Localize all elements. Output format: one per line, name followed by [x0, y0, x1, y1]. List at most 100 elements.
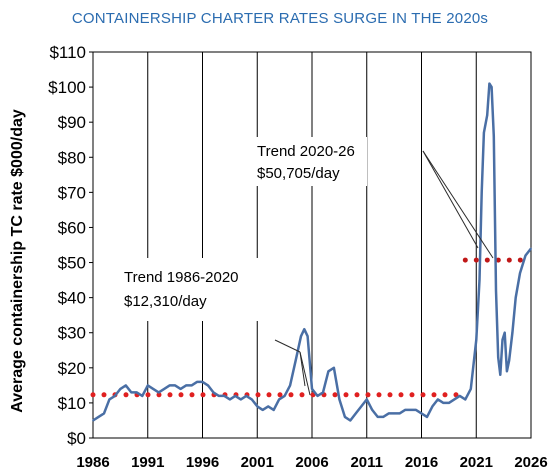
y-tick-label: $90	[58, 113, 86, 132]
data-point	[97, 416, 100, 418]
data-point	[157, 391, 160, 394]
data-point	[174, 384, 177, 387]
data-point	[453, 398, 456, 401]
data-point	[228, 398, 231, 401]
data-point	[475, 338, 478, 341]
x-tick-label: 2026	[514, 454, 547, 471]
data-point	[114, 394, 116, 397]
data-point	[426, 416, 428, 418]
data-point	[447, 402, 450, 404]
data-point	[371, 409, 374, 411]
annotation-value: $12,310/day	[124, 293, 207, 310]
data-point	[179, 387, 182, 390]
data-point	[483, 131, 485, 134]
data-point	[333, 366, 335, 369]
data-point	[306, 335, 309, 338]
data-point	[322, 391, 324, 394]
data-point	[464, 398, 467, 401]
x-tick-label: 1996	[186, 454, 219, 471]
y-tick-label: $30	[58, 324, 86, 343]
x-tick-label: 1991	[131, 454, 164, 471]
data-point	[506, 370, 508, 373]
data-point	[420, 412, 423, 415]
data-point	[289, 384, 291, 387]
data-point	[234, 394, 237, 397]
data-point	[185, 384, 187, 387]
data-point	[530, 247, 532, 250]
data-point	[442, 402, 445, 404]
data-point	[311, 387, 313, 390]
x-tick-label: 2006	[295, 454, 328, 471]
x-tick-label: 1986	[76, 454, 109, 471]
annotation-pointer	[422, 150, 479, 249]
data-point	[349, 419, 352, 422]
data-point	[437, 398, 439, 401]
data-point	[207, 384, 209, 387]
annotation-title: Trend 2020-26	[257, 143, 355, 160]
data-point	[524, 254, 527, 257]
annotation-pointer	[274, 339, 301, 353]
data-point	[130, 391, 133, 394]
data-point	[404, 409, 406, 411]
data-point	[497, 356, 500, 359]
x-tick-label: 2021	[460, 454, 493, 471]
y-tick-label: $60	[58, 218, 86, 237]
data-point	[300, 335, 302, 338]
x-tick-label: 2011	[350, 454, 383, 471]
axes	[89, 51, 532, 439]
data-point	[431, 405, 434, 408]
chart-title: CONTAINERSHIP CHARTER RATES SURGE IN THE…	[71, 10, 489, 27]
plot-frame	[92, 51, 532, 439]
data-point	[354, 412, 357, 415]
data-point	[508, 359, 510, 362]
data-point	[108, 398, 111, 401]
data-point	[327, 370, 330, 373]
data-point	[495, 289, 497, 292]
data-point	[503, 331, 506, 334]
data-point	[409, 409, 412, 411]
y-tick-label: $40	[58, 289, 86, 308]
data-point	[146, 384, 149, 387]
data-point	[486, 114, 489, 117]
data-point	[256, 405, 259, 408]
data-point	[490, 86, 493, 88]
data-point	[267, 405, 270, 408]
data-point	[218, 394, 220, 397]
data-point	[201, 380, 204, 383]
y-tick-labels: $0 $10 $20 $30 $40 $50 $60 $70 $80 $90 $100 $110	[48, 43, 86, 448]
data-point	[135, 391, 138, 394]
data-point	[480, 191, 483, 194]
data-point	[519, 272, 521, 274]
data-point	[272, 409, 275, 411]
data-point	[343, 416, 346, 418]
y-axis-label: Average containership TC rate $000/day	[9, 109, 26, 413]
annotation-pointer	[299, 351, 311, 396]
data-point	[469, 387, 472, 390]
data-point	[223, 394, 226, 397]
data-point	[168, 384, 171, 387]
y-tick-label: $0	[67, 429, 86, 448]
data-point	[382, 416, 385, 418]
y-tick-label: $20	[58, 359, 86, 378]
data-point	[415, 409, 417, 411]
y-tick-label: $110	[49, 43, 86, 62]
data-point	[492, 135, 495, 138]
data-point	[124, 384, 127, 387]
data-point	[514, 296, 517, 299]
data-point	[398, 412, 401, 415]
data-point	[376, 416, 379, 418]
data-point	[458, 394, 461, 397]
data-point	[261, 409, 264, 411]
data-point	[488, 82, 491, 85]
data-point	[196, 380, 198, 383]
data-point	[103, 412, 105, 415]
data-point	[152, 387, 155, 390]
data-point	[212, 391, 215, 394]
data-point	[393, 412, 396, 415]
y-tick-label: $70	[58, 183, 86, 202]
data-point	[499, 373, 502, 376]
data-point	[478, 279, 481, 281]
annotations: Trend 2020-26 $50,705/day Trend 1986-2020 $…	[102, 137, 367, 321]
data-point	[92, 419, 94, 422]
